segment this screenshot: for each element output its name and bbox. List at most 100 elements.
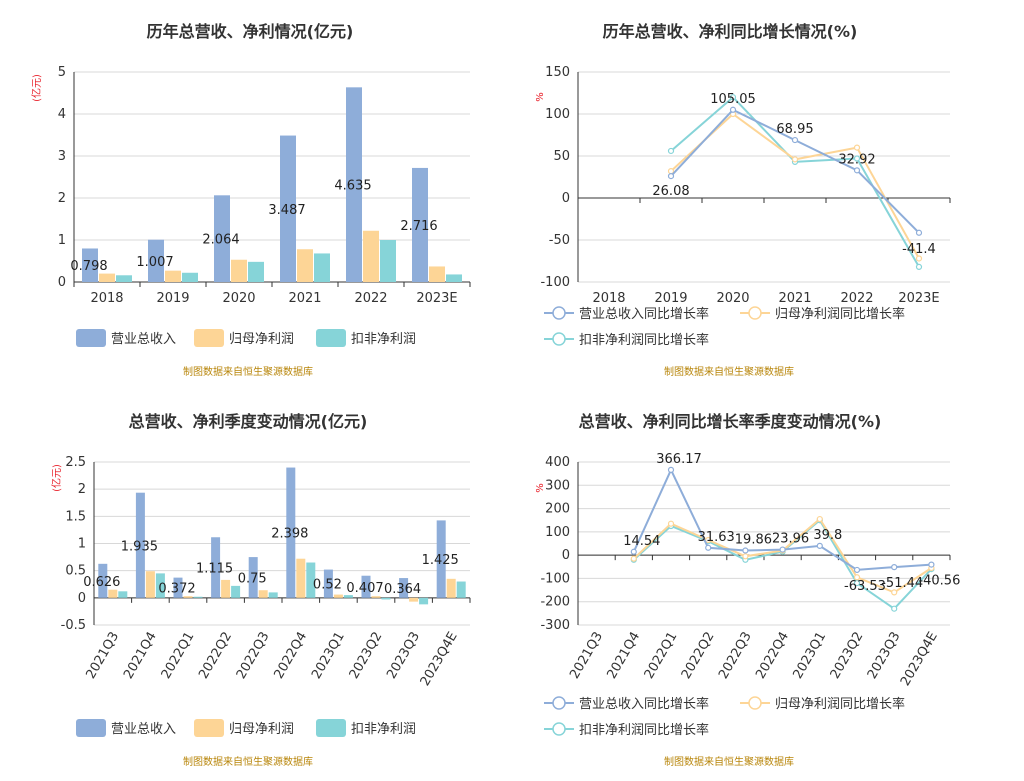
quarterly-growth-point-2 xyxy=(853,574,861,581)
chart-title: 总营收、净利同比增长率季度变动情况(%) xyxy=(579,412,882,431)
x-tick-label: 2023Q1 xyxy=(790,630,829,682)
quarterly-bar-1 xyxy=(323,569,333,598)
y-tick-label: -300 xyxy=(540,618,570,633)
quarterly-bar-2 xyxy=(258,590,268,598)
y-tick-label: 200 xyxy=(545,502,570,517)
data-label: 4.635 xyxy=(334,179,371,194)
quarterly-growth-point-1 xyxy=(816,542,823,549)
data-label: 3.487 xyxy=(268,203,305,218)
y-tick-label: 2 xyxy=(78,482,86,497)
y-tick-label: 0 xyxy=(58,275,66,290)
x-tick-label: 2023Q1 xyxy=(309,630,348,682)
legend-marker xyxy=(552,696,566,710)
quarterly-growth-point-2 xyxy=(705,536,712,544)
data-label: 23.96 xyxy=(772,532,809,547)
quarterly-bar-1 xyxy=(436,520,446,598)
annual-growth-point-3 xyxy=(667,147,675,155)
legend-label: 归母净利润同比增长率 xyxy=(775,306,905,322)
y-tick-label: 100 xyxy=(545,525,570,540)
quarterly-bar-3 xyxy=(155,573,165,598)
data-label: 26.08 xyxy=(652,184,689,199)
annual-growth-point-1 xyxy=(915,229,923,236)
annual-chart: 历年总营收、净利情况(亿元) (亿元) 0 1 2 3 4 5 2018 2019 2020 2021… xyxy=(30,22,471,378)
annual-bar-3 xyxy=(182,272,198,282)
y-tick-label: 100 xyxy=(545,107,570,122)
data-label: 32.92 xyxy=(838,152,875,167)
annual-growth-chart: 历年总营收、净利同比增长情况(%)% -100 -50 0 50 100 150 2018 20… xyxy=(535,22,951,378)
annual-bar-2 xyxy=(297,249,313,282)
y-tick-label: 3 xyxy=(58,149,66,164)
data-label: -41.4 xyxy=(902,242,936,257)
quarterly-bar-2 xyxy=(183,596,193,598)
annual-bar-2 xyxy=(99,273,115,282)
y-tick-label: 300 xyxy=(545,478,570,493)
data-label: 14.54 xyxy=(623,534,660,549)
data-label: 0.75 xyxy=(238,571,267,586)
x-tick-label: 2022 xyxy=(840,291,873,306)
y-tick-label: -100 xyxy=(540,571,570,586)
quarterly-bar-1 xyxy=(399,578,409,598)
x-tick-label: 2022Q4 xyxy=(753,630,792,682)
x-tick-label: 2023E xyxy=(416,291,457,306)
quarterly-bar-1 xyxy=(173,577,183,598)
legend-label: 营业总收入 xyxy=(111,722,176,737)
annual-bar-3 xyxy=(248,261,264,282)
quarterly-bar-1 xyxy=(98,563,108,598)
y-axis-unit-label: % xyxy=(535,483,546,493)
y-tick-label: 4 xyxy=(58,107,66,122)
quarterly-bar-3 xyxy=(118,591,128,598)
data-label: -63.53 xyxy=(844,579,886,594)
data-label: 1.007 xyxy=(136,255,173,270)
quarterly-bar-3 xyxy=(268,592,278,598)
annual-bar-3 xyxy=(116,275,132,282)
legend-swatch xyxy=(76,329,106,347)
data-label: 1.935 xyxy=(121,539,158,554)
quarterly-growth-point-1 xyxy=(705,544,712,551)
annual-bar-3 xyxy=(380,240,396,282)
quarterly-growth-point-1 xyxy=(928,561,935,568)
y-tick-label: 50 xyxy=(553,149,570,164)
annual-growth-point-3 xyxy=(915,263,923,270)
data-label: 2.064 xyxy=(202,233,239,248)
legend-label: 营业总收入同比增长率 xyxy=(579,696,709,712)
y-tick-label: 2 xyxy=(58,191,66,206)
y-axis-unit-label: % xyxy=(535,92,546,102)
data-label: 2.398 xyxy=(271,527,308,542)
y-tick-label: 0 xyxy=(78,591,86,606)
annual-bar-2 xyxy=(363,230,379,282)
x-tick-label: 2018 xyxy=(90,291,123,306)
data-label: 0.52 xyxy=(313,578,342,593)
annual-growth-point-1 xyxy=(791,136,799,144)
quarterly-bar-2 xyxy=(371,596,381,598)
quarterly-growth-point-2 xyxy=(630,555,637,562)
quarterly-growth-chart: 总营收、净利同比增长率季度变动情况(%)% -300 -200 -100 0 100 200… xyxy=(535,412,960,768)
x-tick-label: 2018 xyxy=(592,291,625,306)
x-tick-label: 2022Q3 xyxy=(716,630,755,682)
legend-marker xyxy=(552,332,566,346)
quarterly-growth-point-2 xyxy=(742,553,749,560)
quarterly-bar-3 xyxy=(419,597,429,605)
source-note: 制图数据来自恒生聚源数据库 xyxy=(183,755,313,768)
source-note: 制图数据来自恒生聚源数据库 xyxy=(664,755,794,768)
x-tick-label: 2023Q3 xyxy=(865,630,904,682)
data-label: 0.626 xyxy=(83,575,120,590)
x-tick-label: 2021 xyxy=(778,291,811,306)
quarterly-bar-3 xyxy=(456,581,466,598)
y-tick-label: 1 xyxy=(78,537,86,552)
x-tick-label: 2021Q4 xyxy=(121,630,160,682)
x-tick-label: 2023E xyxy=(898,291,939,306)
data-label: 31.63 xyxy=(698,530,735,545)
quarterly-bar-1 xyxy=(361,575,371,598)
quarterly-growth-point-1 xyxy=(891,564,898,571)
quarterly-bar-1 xyxy=(286,467,296,598)
source-note: 制图数据来自恒生聚源数据库 xyxy=(664,365,794,378)
legend-swatch xyxy=(316,329,346,347)
quarterly-growth-point-1 xyxy=(667,466,675,473)
annual-growth-point-1 xyxy=(853,167,861,174)
annual-bar-1 xyxy=(214,195,230,282)
y-tick-label: 1 xyxy=(58,233,66,248)
annual-bar-3 xyxy=(314,253,330,282)
x-tick-label: 2022Q3 xyxy=(234,630,273,682)
x-tick-label: 2022Q4 xyxy=(271,630,310,682)
